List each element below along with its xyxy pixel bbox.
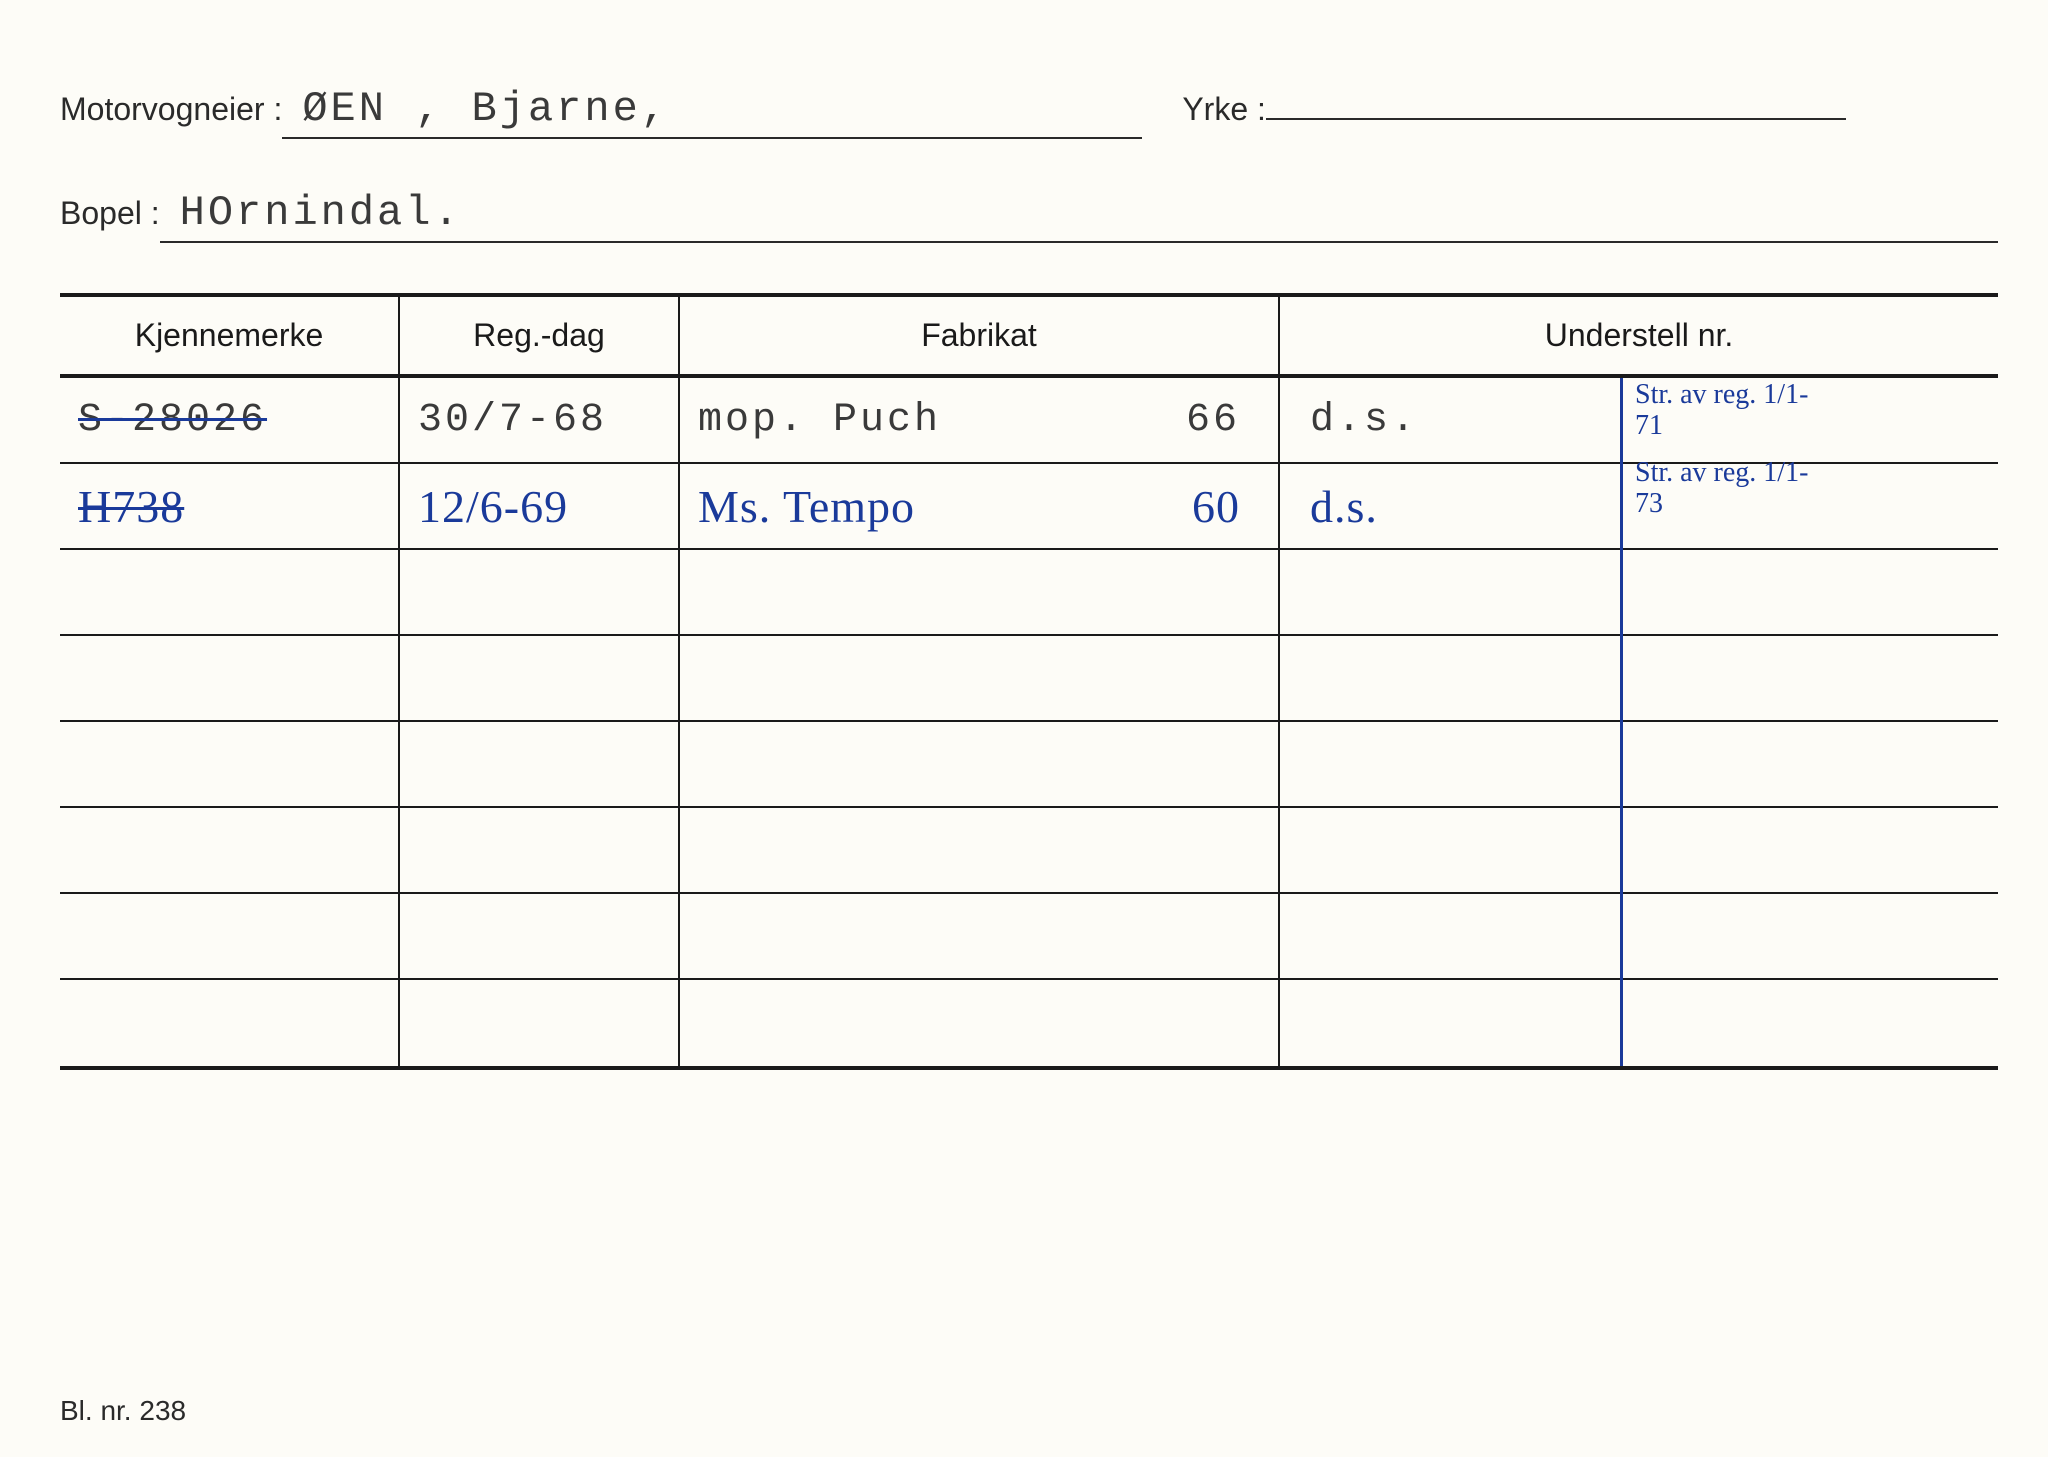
cell-regdate: 30/7-68 [400,378,680,462]
cell-empty [680,980,1280,1066]
cell-empty [680,894,1280,978]
occupation-label: Yrke : [1182,91,1266,128]
table-row [60,722,1998,808]
registration-card: Motorvogneier : ØEN , Bjarne, Yrke : Bop… [0,0,2048,1457]
cell-empty [400,550,680,634]
cell-empty [680,550,1280,634]
cell-empty [680,808,1280,892]
table-row [60,636,1998,722]
chassis-value: d.s. [1310,480,1378,533]
residence-value: HOrnindal. [160,189,1998,243]
cell-empty [60,808,400,892]
header-license: Kjennemerke [60,297,400,374]
margin-note: Str. av reg. 1/1-71 [1635,380,1835,442]
cell-empty [60,636,400,720]
header-chassis: Understell nr. [1280,297,1998,374]
make-year: 66 [1186,398,1260,443]
table-row [60,808,1998,894]
cell-empty [400,636,680,720]
vehicle-table: Kjennemerke Reg.-dag Fabrikat Understell… [60,293,1998,1070]
table-body: S-28026 30/7-68 mop. Puch 66 d.s. H738 [60,378,1998,1066]
cell-empty [60,722,400,806]
cell-empty [680,636,1280,720]
owner-value: ØEN , Bjarne, [282,85,1142,139]
margin-note: Str. av reg. 1/1-73 [1635,458,1835,520]
chassis-value: d.s. [1310,398,1418,443]
form-number: Bl. nr. 238 [60,1395,186,1427]
regdate-value: 12/6-69 [418,480,568,533]
license-value: H738 [78,480,184,533]
owner-row: Motorvogneier : ØEN , Bjarne, Yrke : [60,80,1998,139]
table-row [60,550,1998,636]
cell-empty [1280,550,1998,634]
table-header: Kjennemerke Reg.-dag Fabrikat Understell… [60,297,1998,378]
margin-vertical-line [1620,378,1623,1066]
make-year: 60 [1192,480,1260,533]
cell-empty [1280,894,1998,978]
owner-label: Motorvogneier : [60,91,282,128]
cell-empty [400,980,680,1066]
cell-empty [60,550,400,634]
header-regdate: Reg.-dag [400,297,680,374]
table-row [60,894,1998,980]
occupation-value [1266,80,1846,120]
cell-empty [400,808,680,892]
cell-license: S-28026 [60,378,400,462]
cell-empty [1280,808,1998,892]
make-value: Ms. Tempo [698,480,915,533]
cell-empty [1280,722,1998,806]
table-row [60,980,1998,1066]
cell-empty [60,980,400,1066]
residence-row: Bopel : HOrnindal. [60,189,1998,243]
cell-empty [400,894,680,978]
regdate-value: 30/7-68 [418,398,607,443]
header-make: Fabrikat [680,297,1280,374]
cell-license: H738 [60,464,400,548]
occupation-group: Yrke : [1182,80,1846,128]
residence-label: Bopel : [60,195,160,232]
cell-make: mop. Puch 66 [680,378,1280,462]
cell-empty [680,722,1280,806]
license-value: S-28026 [78,398,267,443]
header-fields: Motorvogneier : ØEN , Bjarne, Yrke : Bop… [60,80,1998,243]
cell-empty [1280,636,1998,720]
cell-empty [400,722,680,806]
make-value: mop. Puch [698,398,941,443]
cell-empty [1280,980,1998,1066]
cell-regdate: 12/6-69 [400,464,680,548]
cell-make: Ms. Tempo 60 [680,464,1280,548]
cell-empty [60,894,400,978]
